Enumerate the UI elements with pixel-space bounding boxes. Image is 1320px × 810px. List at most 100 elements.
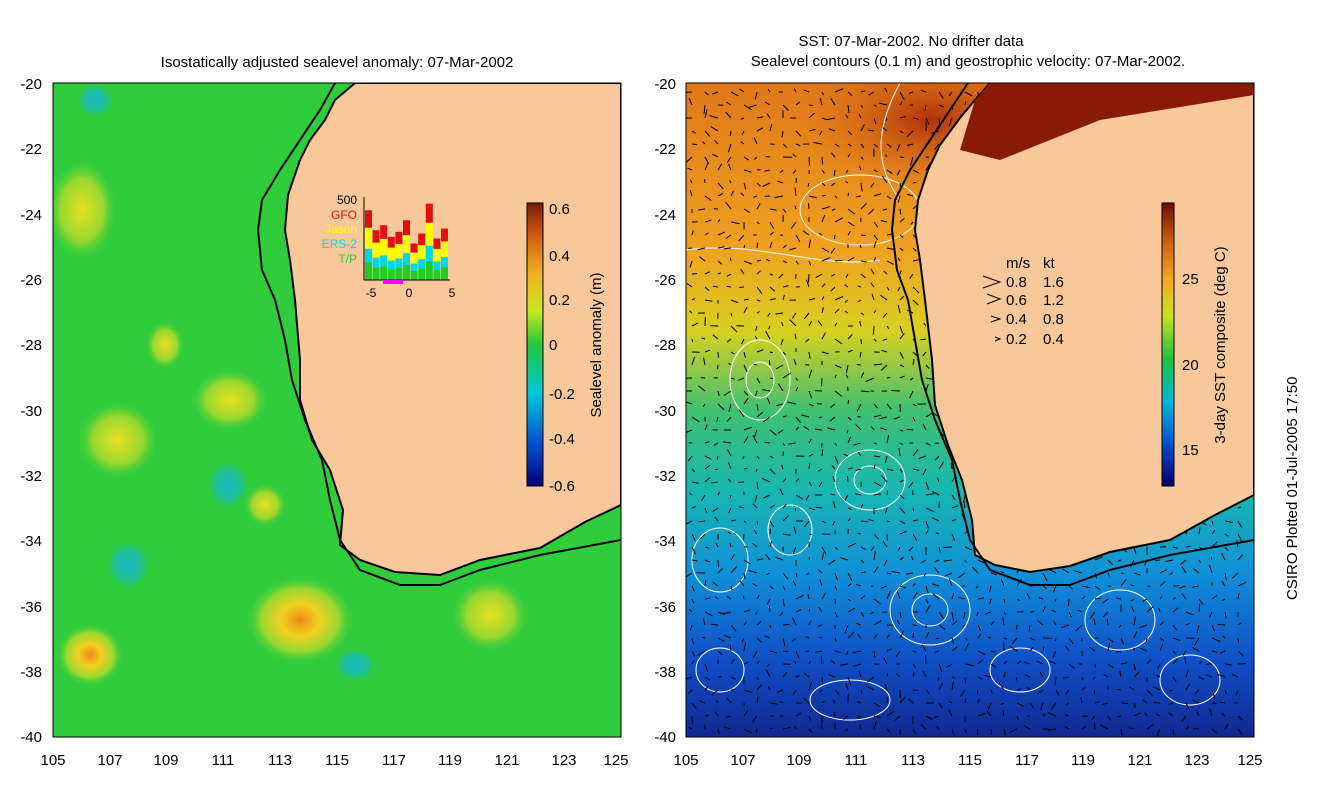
velocity-arrow xyxy=(1237,533,1243,542)
velocity-arrow xyxy=(704,109,708,119)
velocity-arrow xyxy=(1094,556,1103,561)
velocity-arrow xyxy=(739,88,745,93)
velocity-arrow xyxy=(990,650,996,653)
velocity-arrow xyxy=(1142,699,1148,704)
velocity-arrow xyxy=(831,152,836,158)
velocity-arrow xyxy=(886,490,888,496)
velocity-arrow xyxy=(765,554,771,561)
inset-bar-segment xyxy=(365,262,372,280)
velocity-arrow xyxy=(1156,728,1161,737)
velocity-arrow xyxy=(1054,676,1057,686)
velocity-arrow xyxy=(764,635,771,639)
velocity-arrow xyxy=(808,104,813,107)
x-tick-label: 121 xyxy=(494,752,519,769)
velocity-arrow xyxy=(860,689,863,694)
velocity-arrow xyxy=(1221,552,1226,561)
velocity-arrow xyxy=(908,91,914,94)
velocity-arrow xyxy=(847,436,852,444)
velocity-arrow xyxy=(1185,622,1190,626)
velocity-arrow xyxy=(779,169,784,174)
velocity-arrow xyxy=(840,663,849,666)
velocity-arrow xyxy=(828,674,836,678)
velocity-arrow xyxy=(873,566,879,574)
velocity-arrow xyxy=(920,559,927,564)
velocity-arrow xyxy=(805,636,810,639)
velocity-arrow xyxy=(743,609,751,613)
velocity-arrow xyxy=(886,572,892,575)
velocity-arrow xyxy=(899,375,905,379)
velocity-arrow xyxy=(1155,674,1161,678)
velocity-arrow xyxy=(1159,643,1164,652)
velocity-arrow xyxy=(925,715,933,720)
velocity-arrow xyxy=(782,598,785,607)
inset-bar-segment xyxy=(403,265,410,280)
velocity-arrow xyxy=(808,351,811,359)
velocity-arrow xyxy=(847,399,850,405)
inset-bars xyxy=(365,203,448,280)
velocity-arrow xyxy=(821,332,826,340)
velocity-arrow xyxy=(808,156,810,166)
velocity-arrow xyxy=(880,585,888,589)
velocity-arrow xyxy=(857,451,862,457)
velocity-arrow xyxy=(743,244,746,249)
inset-window-marker xyxy=(383,280,403,284)
velocity-arrow xyxy=(725,715,732,718)
velocity-arrow xyxy=(847,230,852,236)
velocity-arrow xyxy=(761,477,771,483)
velocity-arrow xyxy=(821,247,830,253)
sla-anomaly-blob xyxy=(333,647,377,683)
velocity-arrow xyxy=(951,477,955,483)
velocity-arrow xyxy=(814,428,823,431)
velocity-arrow xyxy=(698,208,706,211)
colorbar-tick: 25 xyxy=(1182,271,1199,288)
velocity-arrow xyxy=(873,533,879,540)
inset-bar-segment xyxy=(433,269,441,280)
velocity-arrow xyxy=(1130,598,1135,602)
velocity-arrow xyxy=(948,700,953,704)
velocity-arrow xyxy=(699,700,706,704)
velocity-arrow xyxy=(740,268,745,275)
velocity-arrow xyxy=(964,663,974,667)
velocity-arrow xyxy=(795,594,804,600)
velocity-arrow xyxy=(938,702,943,709)
velocity-arrow xyxy=(844,624,849,634)
velocity-arrow xyxy=(740,141,745,145)
velocity-arrow xyxy=(1133,616,1137,626)
velocity-arrow xyxy=(873,256,877,262)
velocity-arrow xyxy=(780,338,784,345)
velocity-arrow xyxy=(847,583,852,587)
velocity-arrow xyxy=(912,247,917,252)
velocity-arrow xyxy=(845,364,849,374)
velocity-arrow xyxy=(752,434,758,444)
inset-bar-segment xyxy=(365,227,372,249)
velocity-arrow xyxy=(1075,624,1083,632)
velocity-arrow xyxy=(821,283,826,288)
y-tick-label: -26 xyxy=(20,272,42,289)
velocity-arrow xyxy=(756,202,761,210)
velocity-arrow xyxy=(764,169,771,172)
velocity-arrow xyxy=(932,490,940,496)
velocity-arrow xyxy=(886,286,890,291)
velocity-arrow xyxy=(755,611,758,615)
velocity-arrow xyxy=(1094,585,1101,591)
velocity-arrow xyxy=(691,298,696,301)
velocity-arrow xyxy=(1042,713,1046,717)
velocity-arrow xyxy=(703,104,706,114)
right-x-axis: 105 107 109 111 113 115 117 119 121 123 … xyxy=(673,752,1262,769)
velocity-arrow xyxy=(1172,728,1175,736)
velocity-arrow xyxy=(925,598,929,604)
plot-credit: CSIRO Plotted 01-Jul-2005 17:50 xyxy=(1284,377,1301,600)
velocity-arrow xyxy=(1224,520,1233,523)
left-x-axis: 105 107 109 111 113 115 117 119 121 123 … xyxy=(40,752,628,769)
velocity-arrow xyxy=(873,551,876,561)
sst-colorbar-label: 3-day SST composite (deg C) xyxy=(1212,246,1229,443)
velocity-arrow xyxy=(726,338,732,343)
velocity-arrow xyxy=(873,721,877,730)
velocity-arrow xyxy=(1081,687,1087,691)
velocity-arrow xyxy=(754,156,758,160)
y-tick-label: -34 xyxy=(654,533,676,550)
velocity-arrow xyxy=(782,244,787,249)
velocity-arrow xyxy=(767,686,771,691)
velocity-arrow xyxy=(1224,663,1232,666)
